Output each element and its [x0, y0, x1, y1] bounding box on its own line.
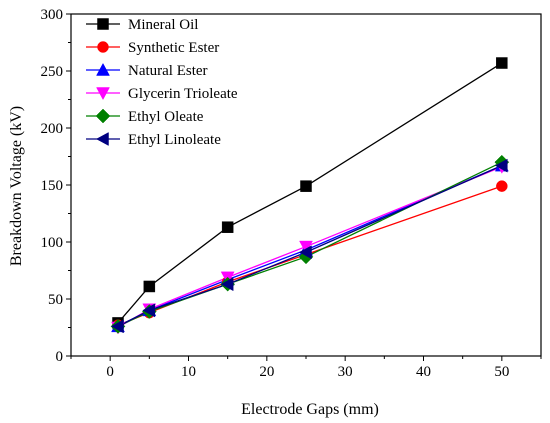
- y-tick-label: 250: [41, 64, 64, 80]
- ticks: 0 10 20 30 40 50 0 50 100 150 200 250 300: [41, 7, 542, 380]
- x-tick-label: 20: [259, 364, 274, 380]
- series-lines: [117, 62, 503, 329]
- legend-marker-natural-ester: [96, 62, 110, 76]
- y-tick-label: 300: [41, 7, 64, 23]
- x-tick-label: 10: [181, 364, 196, 380]
- data-point-mineral-oil: [221, 221, 234, 233]
- x-tick-label: 50: [494, 364, 509, 380]
- x-tick-label: 30: [338, 364, 353, 380]
- y-tick-label: 100: [41, 235, 64, 251]
- data-point-mineral-oil: [300, 180, 312, 192]
- legend-marker-ethyl-oleate: [95, 108, 111, 124]
- legend-label-natural-ester: Natural Ester: [128, 63, 208, 79]
- legend-marker-glycerin-trioleate: [96, 87, 110, 101]
- data-point-mineral-oil: [143, 280, 156, 293]
- data-point-ethyl-linoleate: [110, 319, 124, 334]
- legend-marker-mineral-oil: [97, 18, 109, 30]
- y-tick-label: 150: [41, 178, 64, 194]
- y-tick-label: 50: [48, 292, 63, 308]
- legend-label-ethyl-linoleate: Ethyl Linoleate: [128, 132, 221, 148]
- legend-label-mineral-oil: Mineral Oil: [128, 17, 198, 33]
- legend-label-synthetic-ester: Synthetic Ester: [128, 40, 219, 56]
- data-point-ethyl-linoleate: [220, 277, 234, 292]
- legend-label-glycerin-trioleate: Glycerin Trioleate: [128, 86, 238, 102]
- y-axis-title: Breakdown Voltage (kV): [8, 106, 25, 266]
- data-point-ethyl-linoleate: [494, 158, 508, 173]
- x-tick-label: 0: [106, 364, 114, 380]
- data-point-mineral-oil: [496, 57, 508, 69]
- data-point-ethyl-linoleate: [298, 245, 312, 260]
- series-markers: [110, 57, 510, 335]
- x-axis-title: Electrode Gaps (mm): [241, 401, 379, 418]
- series-line-mineral-oil: [117, 62, 503, 324]
- y-tick-label: 200: [41, 121, 64, 137]
- legend: Mineral Oil Synthetic Ester Natural Ester G…: [86, 17, 238, 148]
- legend-label-ethyl-oleate: Ethyl Oleate: [128, 109, 204, 125]
- y-tick-label: 0: [56, 349, 64, 365]
- legend-marker-ethyl-linoleate: [95, 132, 109, 146]
- data-point-ethyl-linoleate: [142, 303, 156, 318]
- x-tick-label: 40: [416, 364, 431, 380]
- data-point-synthetic-ester: [496, 180, 508, 192]
- legend-marker-synthetic-ester: [97, 41, 109, 53]
